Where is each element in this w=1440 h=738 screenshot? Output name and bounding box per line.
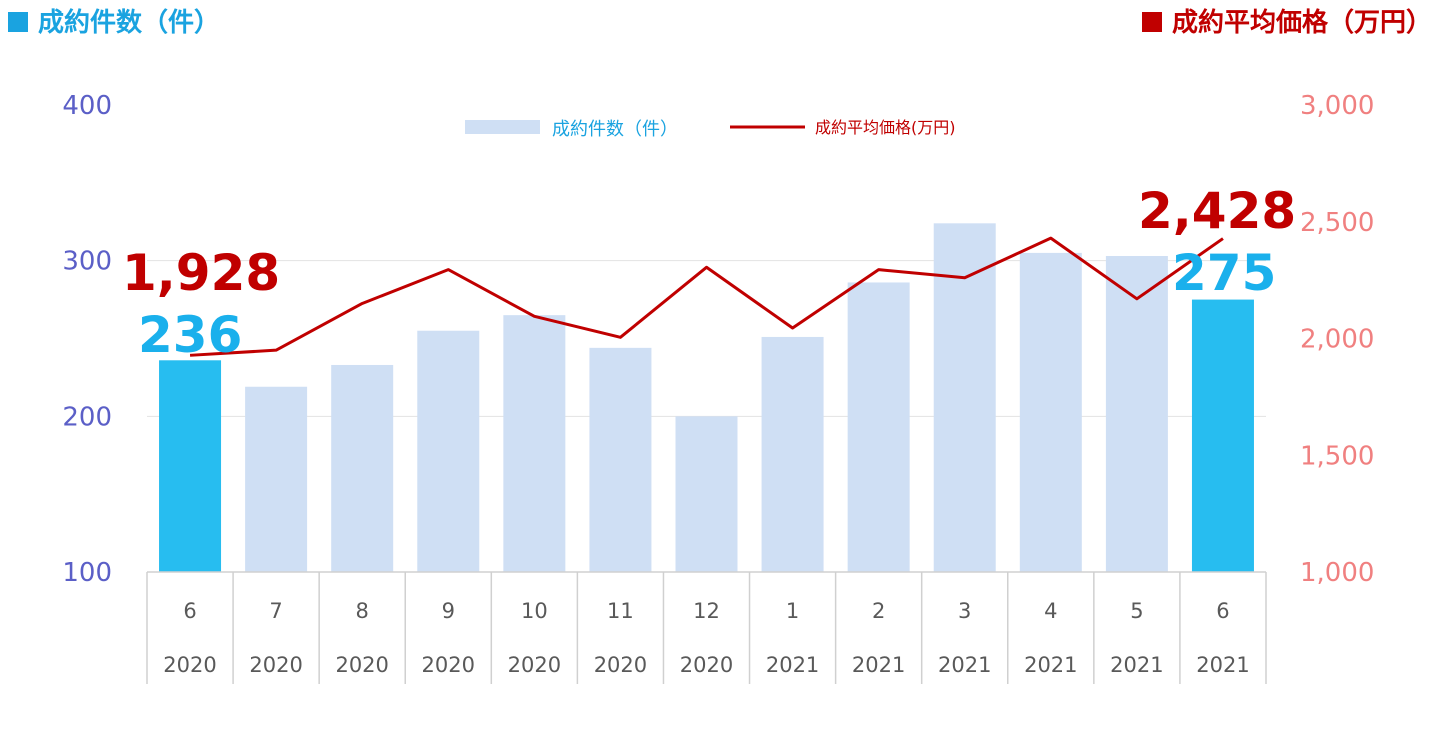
year-label-10: 2021 bbox=[1024, 653, 1077, 677]
left-axis-header-text: 成約件数（件） bbox=[38, 8, 221, 38]
left-tick-2: 300 bbox=[62, 247, 112, 277]
bar-12 bbox=[1191, 299, 1254, 572]
right-tick-1: 1,500 bbox=[1300, 441, 1374, 471]
left-axis-header: 成約件数（件） bbox=[8, 2, 220, 39]
last-count-label: 275 bbox=[1172, 244, 1276, 302]
year-label-12: 2021 bbox=[1196, 653, 1249, 677]
month-label-8: 2 bbox=[872, 599, 885, 623]
year-label-9: 2021 bbox=[938, 653, 991, 677]
legend-bar-swatch bbox=[465, 120, 540, 134]
bar-6 bbox=[675, 416, 738, 572]
year-label-5: 2020 bbox=[594, 653, 647, 677]
year-label-1: 2020 bbox=[249, 653, 302, 677]
right-tick-4: 3,000 bbox=[1300, 91, 1374, 121]
left-tick-3: 400 bbox=[62, 91, 112, 121]
bar-2 bbox=[331, 364, 394, 572]
year-label-11: 2021 bbox=[1110, 653, 1163, 677]
year-label-3: 2020 bbox=[422, 653, 475, 677]
right-axis-header-text: 成約平均価格（万円） bbox=[1171, 8, 1432, 38]
bar-1 bbox=[245, 386, 308, 572]
bar-7 bbox=[761, 336, 824, 572]
legend-line-label: 成約平均価格(万円) bbox=[815, 118, 956, 137]
month-label-1: 7 bbox=[269, 599, 282, 623]
month-label-4: 10 bbox=[521, 599, 548, 623]
bar-0 bbox=[159, 360, 222, 572]
right-tick-0: 1,000 bbox=[1300, 558, 1374, 588]
year-label-4: 2020 bbox=[508, 653, 561, 677]
year-label-0: 2020 bbox=[163, 653, 216, 677]
right-tick-2: 2,000 bbox=[1300, 325, 1374, 355]
year-label-7: 2021 bbox=[766, 653, 819, 677]
month-label-2: 8 bbox=[356, 599, 369, 623]
right-axis-header: 成約平均価格（万円） bbox=[1141, 2, 1432, 39]
bar-9 bbox=[933, 223, 996, 572]
blue-square-icon bbox=[8, 12, 28, 32]
left-tick-1: 200 bbox=[62, 402, 112, 432]
month-label-6: 12 bbox=[693, 599, 720, 623]
red-square-icon bbox=[1141, 12, 1162, 32]
first-count-label: 236 bbox=[138, 306, 242, 364]
bar-4 bbox=[503, 315, 566, 572]
month-label-5: 11 bbox=[607, 599, 634, 623]
right-tick-3: 2,500 bbox=[1300, 208, 1374, 238]
month-label-11: 5 bbox=[1130, 599, 1143, 623]
bar-11 bbox=[1105, 255, 1168, 572]
first-price-label: 1,928 bbox=[122, 244, 280, 302]
bar-3 bbox=[417, 330, 480, 572]
legend-bar-label: 成約件数（件） bbox=[552, 119, 678, 140]
bar-10 bbox=[1019, 252, 1082, 572]
bar-8 bbox=[847, 282, 910, 572]
month-label-9: 3 bbox=[958, 599, 971, 623]
month-label-10: 4 bbox=[1044, 599, 1057, 623]
last-price-label: 2,428 bbox=[1138, 182, 1296, 240]
month-label-3: 9 bbox=[442, 599, 455, 623]
year-label-2: 2020 bbox=[335, 653, 388, 677]
left-tick-0: 100 bbox=[62, 558, 112, 588]
month-label-12: 6 bbox=[1216, 599, 1229, 623]
month-label-0: 6 bbox=[183, 599, 196, 623]
bar-5 bbox=[589, 347, 652, 572]
year-label-8: 2021 bbox=[852, 653, 905, 677]
month-label-7: 1 bbox=[786, 599, 799, 623]
year-label-6: 2020 bbox=[680, 653, 733, 677]
